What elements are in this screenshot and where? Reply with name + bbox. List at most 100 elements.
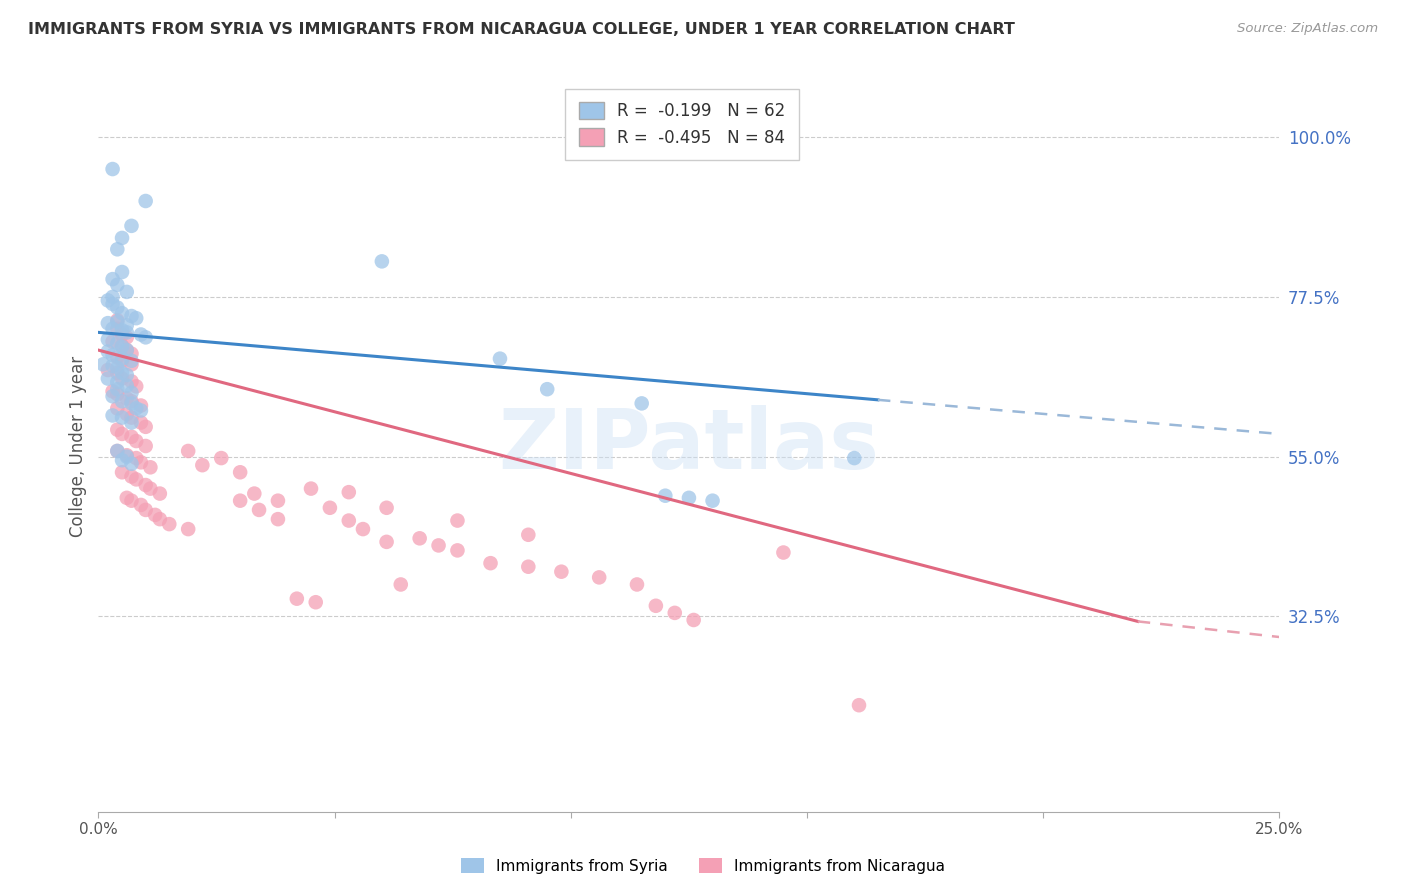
Point xyxy=(644,599,666,613)
Point xyxy=(111,366,134,380)
Point xyxy=(135,330,157,344)
Point xyxy=(115,407,138,421)
Point xyxy=(115,450,138,464)
Point xyxy=(125,379,148,393)
Point xyxy=(489,351,512,366)
Point xyxy=(97,316,120,330)
Point xyxy=(115,343,138,358)
Point xyxy=(129,416,152,430)
Point xyxy=(105,315,128,329)
Point xyxy=(243,486,266,500)
Point xyxy=(125,451,148,466)
Point xyxy=(352,522,374,536)
Point xyxy=(121,357,143,371)
Point xyxy=(121,375,143,389)
Point xyxy=(129,327,152,342)
Point xyxy=(654,489,676,503)
Point xyxy=(375,500,398,515)
Point xyxy=(536,382,558,396)
Text: Source: ZipAtlas.com: Source: ZipAtlas.com xyxy=(1237,22,1378,36)
Point xyxy=(111,371,134,385)
Point xyxy=(111,340,134,354)
Point xyxy=(389,577,412,591)
Point xyxy=(479,556,502,570)
Point xyxy=(121,416,143,430)
Point xyxy=(446,543,468,558)
Point xyxy=(101,359,124,373)
Point xyxy=(121,396,143,410)
Point xyxy=(101,322,124,336)
Point xyxy=(135,439,157,453)
Legend: Immigrants from Syria, Immigrants from Nicaragua: Immigrants from Syria, Immigrants from N… xyxy=(456,852,950,880)
Point xyxy=(630,396,652,410)
Point xyxy=(115,368,138,382)
Point xyxy=(111,265,134,279)
Point xyxy=(157,517,180,532)
Point xyxy=(177,444,200,458)
Point xyxy=(105,423,128,437)
Point xyxy=(149,486,172,500)
Point xyxy=(121,469,143,483)
Point xyxy=(267,493,290,508)
Point xyxy=(105,336,128,351)
Point xyxy=(121,410,143,425)
Point xyxy=(111,353,134,368)
Point xyxy=(121,430,143,444)
Point xyxy=(97,344,120,359)
Point xyxy=(125,401,148,416)
Point xyxy=(91,357,114,371)
Point xyxy=(105,366,128,380)
Point xyxy=(115,378,138,392)
Point xyxy=(678,491,700,505)
Point xyxy=(105,387,128,401)
Point xyxy=(121,493,143,508)
Point xyxy=(105,277,128,292)
Point xyxy=(121,394,143,409)
Point xyxy=(305,595,328,609)
Point xyxy=(111,426,134,441)
Point xyxy=(319,500,342,515)
Point xyxy=(111,465,134,479)
Point xyxy=(143,508,166,522)
Point xyxy=(588,570,610,584)
Point xyxy=(209,451,232,466)
Point xyxy=(115,448,138,462)
Point xyxy=(101,348,124,362)
Legend: R =  -0.199   N = 62, R =  -0.495   N = 84: R = -0.199 N = 62, R = -0.495 N = 84 xyxy=(565,88,799,160)
Point xyxy=(101,389,124,403)
Point xyxy=(427,538,450,552)
Point xyxy=(229,465,252,479)
Point xyxy=(105,382,128,396)
Point xyxy=(682,613,704,627)
Point xyxy=(111,306,134,320)
Point xyxy=(101,297,124,311)
Point xyxy=(121,385,143,400)
Point xyxy=(105,322,128,336)
Point xyxy=(97,363,120,377)
Point xyxy=(139,482,162,496)
Point xyxy=(702,493,724,508)
Point xyxy=(121,347,143,361)
Point xyxy=(375,534,398,549)
Y-axis label: College, Under 1 year: College, Under 1 year xyxy=(69,355,87,537)
Point xyxy=(121,219,143,233)
Point xyxy=(115,326,138,340)
Point xyxy=(135,503,157,517)
Point xyxy=(125,434,148,448)
Point xyxy=(101,334,124,349)
Point xyxy=(177,522,200,536)
Point xyxy=(121,309,143,323)
Point xyxy=(149,512,172,526)
Point xyxy=(115,491,138,505)
Point xyxy=(105,242,128,256)
Point xyxy=(129,498,152,512)
Point xyxy=(111,453,134,467)
Point xyxy=(111,410,134,425)
Point xyxy=(125,472,148,486)
Text: ZIPatlas: ZIPatlas xyxy=(499,406,879,486)
Point xyxy=(97,371,120,385)
Point xyxy=(111,339,134,353)
Point xyxy=(105,360,128,375)
Point xyxy=(105,444,128,458)
Point xyxy=(111,231,134,245)
